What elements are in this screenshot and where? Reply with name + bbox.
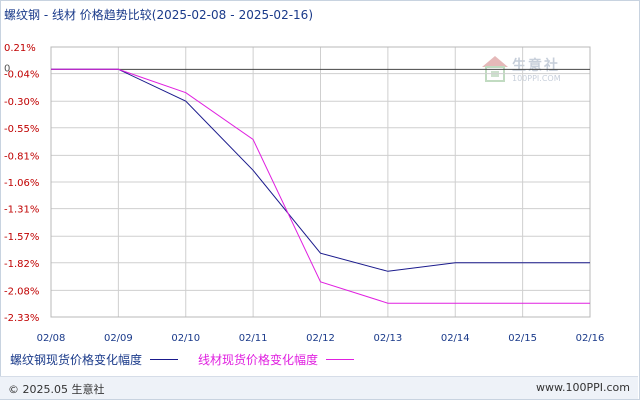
series-lines: [51, 68, 590, 304]
footer-bar: © 2025.05 生意社 www.100PPI.com: [0, 376, 638, 399]
x-tick-label: 02/09: [104, 333, 133, 344]
grid: [50, 46, 591, 318]
y-tick-label: -0.30%: [4, 97, 39, 108]
footer-url[interactable]: www.100PPI.com: [536, 381, 630, 394]
legend-swatch-rebar: [150, 359, 179, 360]
range-separator: -: [230, 8, 235, 22]
chart-title: 螺纹钢 - 线材 价格趋势比较(2025-02-08-2025-02-16): [4, 6, 313, 23]
series-line-wire-rod: [51, 68, 590, 304]
y-tick-label: -1.82%: [4, 259, 39, 270]
x-tick-label: 02/10: [171, 333, 200, 344]
y-tick-label: -2.33%: [4, 313, 39, 324]
x-tick-label: 02/13: [373, 333, 402, 344]
zero-label: 0: [4, 63, 10, 74]
y-tick-label: -0.81%: [4, 151, 39, 162]
title-text: 螺纹钢 - 线材 价格趋势比较: [4, 8, 152, 22]
series-line-rebar: [51, 68, 590, 272]
x-tick-label: 02/08: [37, 333, 66, 344]
range-end: 2025-02-16: [238, 8, 309, 22]
y-tick-label: -1.31%: [4, 205, 39, 216]
footer-copyright: © 2025.05 生意社: [8, 383, 105, 396]
legend: 螺纹钢现货价格变化幅度 线材现货价格变化幅度: [10, 351, 374, 368]
x-tick-label: 02/14: [441, 333, 470, 344]
plot-border: [50, 46, 591, 318]
y-tick-label: -0.55%: [4, 124, 39, 135]
legend-swatch-wire-rod: [326, 359, 355, 360]
legend-item-wire-rod: 线材现货价格变化幅度: [198, 351, 374, 368]
x-tick-label: 02/16: [576, 333, 605, 344]
y-tick-label: -1.06%: [4, 178, 39, 189]
y-tick-label: -1.57%: [4, 232, 39, 243]
watermark-url: 100PPI.COM: [512, 74, 561, 83]
y-tick-label: -0.04%: [4, 70, 39, 81]
legend-label-wire-rod: 线材现货价格变化幅度: [198, 353, 319, 367]
x-tick-label: 02/15: [508, 333, 537, 344]
title-range: (2025-02-08-2025-02-16): [151, 8, 313, 22]
legend-label-rebar: 螺纹钢现货价格变化幅度: [10, 353, 143, 367]
range-start: 2025-02-08: [156, 8, 227, 22]
x-tick-label: 02/11: [239, 333, 268, 344]
y-tick-label: -2.08%: [4, 286, 39, 297]
y-tick-label: 0.21%: [4, 43, 36, 54]
watermark-brand: 生意社: [512, 58, 560, 74]
x-tick-label: 02/12: [306, 333, 335, 344]
legend-item-rebar: 螺纹钢现货价格变化幅度: [10, 351, 198, 368]
axes: 0.21% -0.04% -0.30% -0.55% -0.81% -1.06% -1.31…: [4, 43, 604, 344]
